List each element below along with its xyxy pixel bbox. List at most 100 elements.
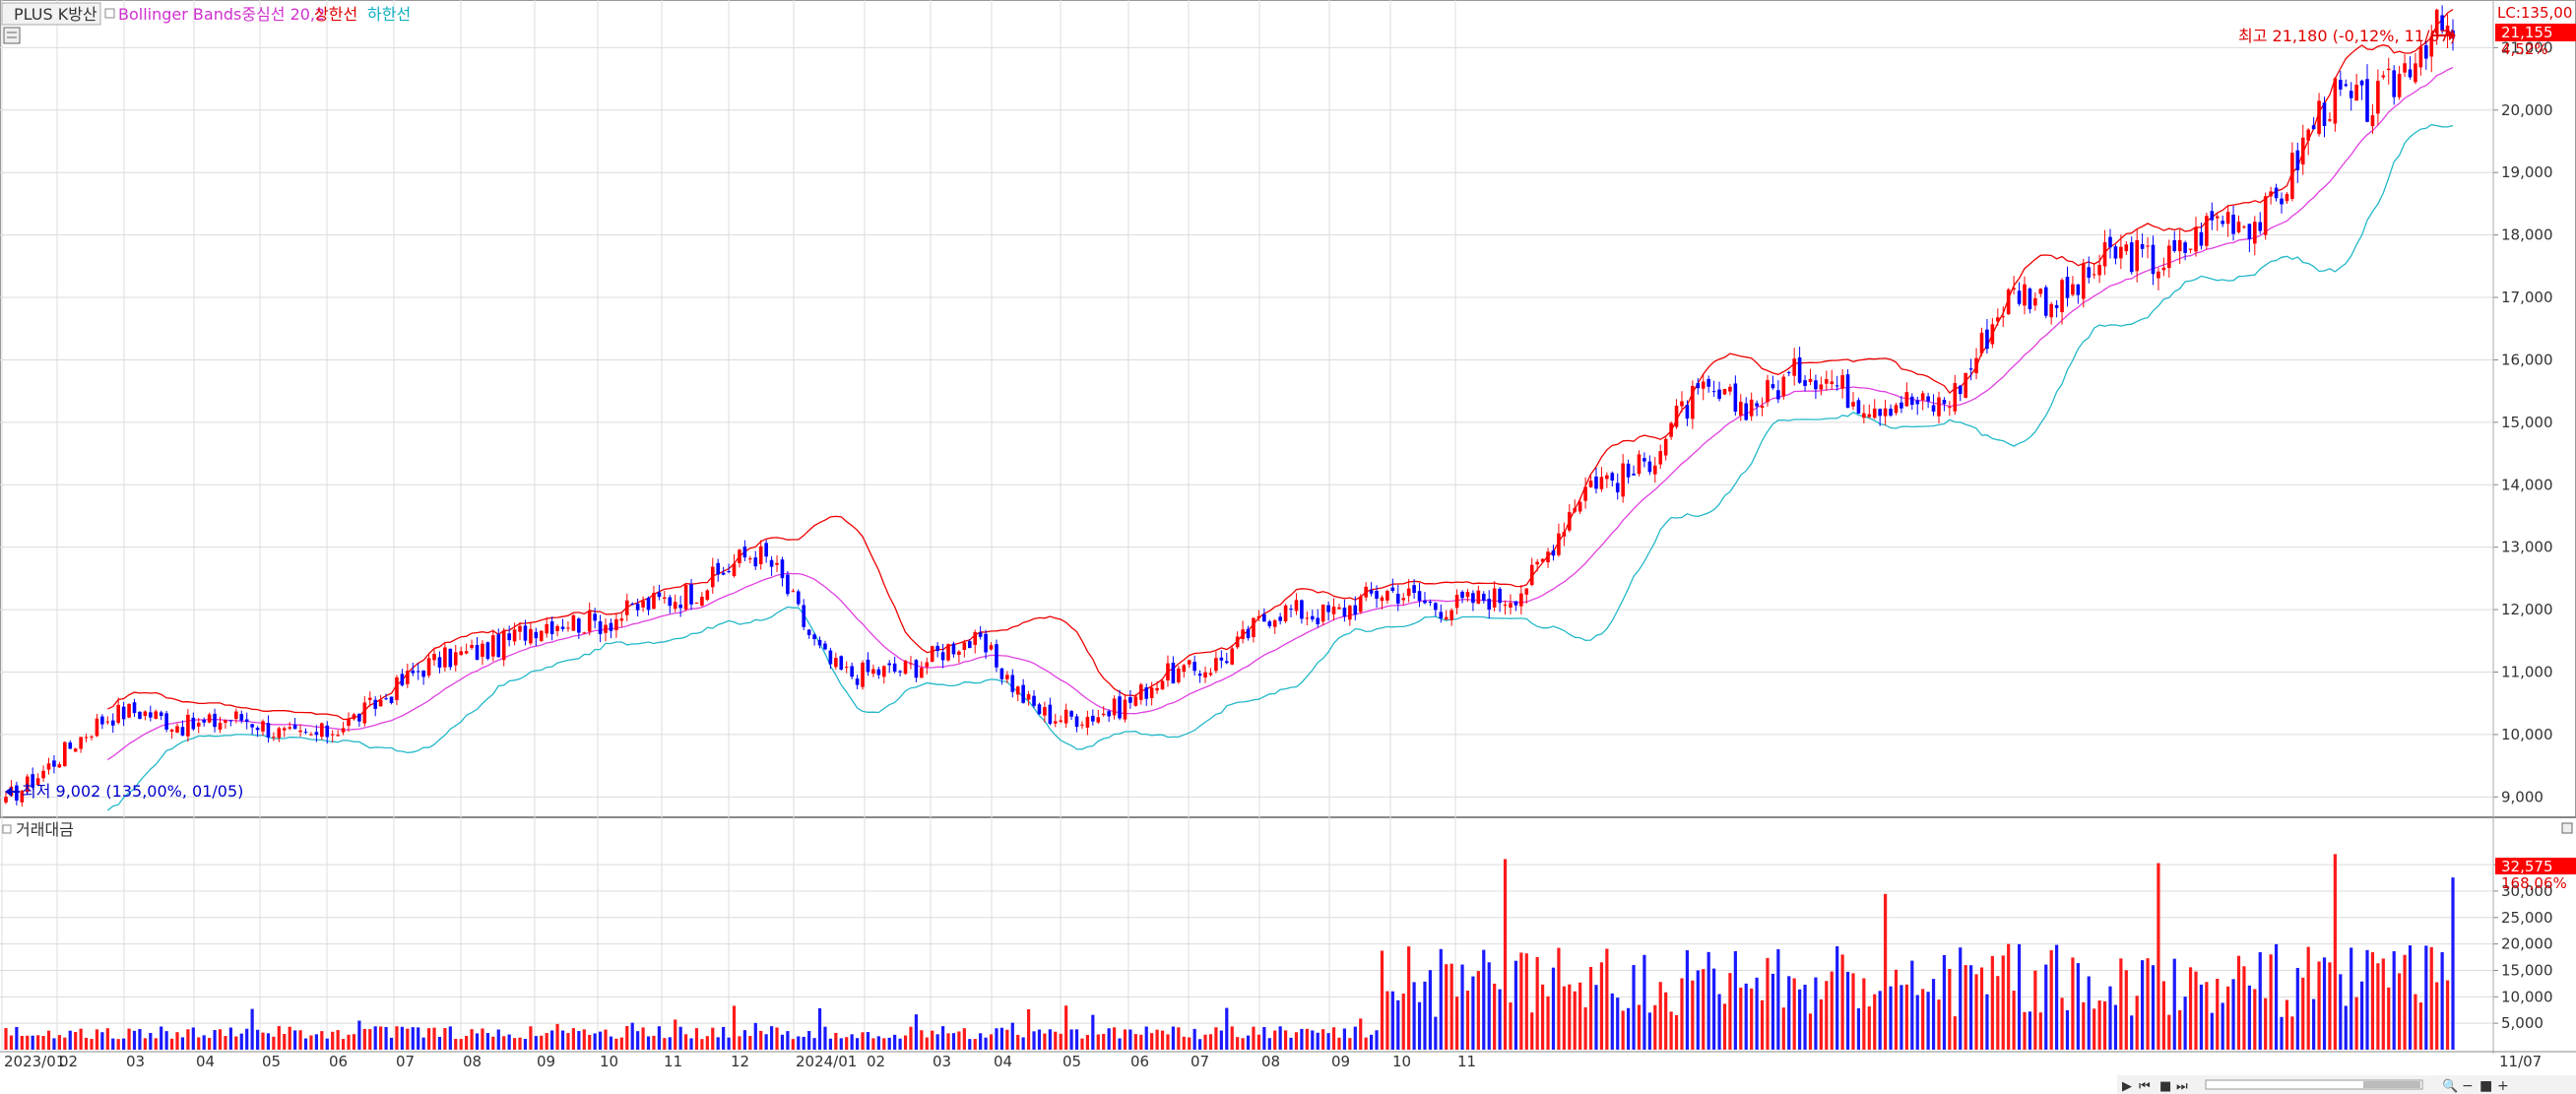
volume-bar [1016,1034,1020,1050]
volume-bar [437,1037,442,1050]
zoom-reset-icon[interactable]: ■ [2479,1078,2492,1094]
volume-bar [1733,950,1737,1050]
volume-bar [2135,996,2139,1050]
volume-bar [1139,1034,1143,1050]
scroll-right-icon[interactable]: ▶ [2122,1079,2132,1094]
candle-body [920,667,924,678]
volume-bar [1208,1034,1213,1050]
candle-body [1230,648,1235,665]
volume-bar [1074,1029,1079,1050]
zoom-out-icon[interactable]: − [2462,1078,2474,1094]
candle-body [716,562,721,575]
fast-forward-icon[interactable]: ⏭ [2176,1079,2188,1094]
volume-title[interactable]: 거래대금 [16,820,74,839]
candle-body [2392,70,2396,97]
volume-bar [331,1031,335,1050]
volume-bar [1658,982,1662,1050]
volume-bar [485,1033,489,1050]
volume-bar [1177,1027,1181,1050]
candle-body [1974,357,1978,374]
candle-body [1241,629,1245,639]
candle-body [2354,85,2358,101]
volume-bar [1766,957,1770,1050]
candle-body [1529,564,1534,586]
candle-body [1305,617,1310,619]
candle-body [1781,376,1786,397]
candle-body [1546,551,1550,563]
volume-bar [823,1026,827,1050]
volume-bar [154,1038,158,1050]
volume-bar [1503,859,1508,1050]
candle-body [1283,605,1288,621]
volume-bar [738,1036,741,1050]
indicator-label[interactable]: Bollinger Bands중심선 20,2 [118,5,325,24]
candle-body [1990,324,1995,345]
candle-body [121,706,126,720]
volume-bar [2350,947,2353,1050]
volume-bar [903,1035,908,1050]
volume-bar [1894,969,1899,1050]
candle-body [314,732,319,736]
candle-body [426,658,431,676]
candle-body [1856,400,1861,415]
candle-body [1101,713,1106,716]
candle-body [930,646,934,662]
candle-body [41,770,45,779]
candle-body [1621,463,1625,497]
volume-bar [389,1037,394,1050]
volume-bar [2285,999,2289,1050]
volume-bar [1460,964,1464,1050]
volume-bar [1353,1026,1357,1050]
candle-body [1026,694,1031,700]
rewind-icon[interactable]: ⏮ [2139,1079,2151,1094]
zoom-icon[interactable]: 🔍 [2442,1077,2458,1094]
candle-body [1337,607,1341,610]
current-change: 4,52% [2501,40,2548,58]
candle-body [2247,224,2252,239]
x-tick-label: 07 [396,1053,415,1070]
candle-body [2221,221,2224,225]
volume-bar [2071,957,2075,1050]
candle-body [2386,68,2391,71]
volume-bar [935,1034,939,1050]
candle-body [1845,374,1850,409]
volume-bar [540,1035,544,1050]
candle-body [1487,598,1492,611]
settings-icon[interactable] [3,27,21,44]
volume-bar [325,1038,329,1050]
instrument-label[interactable]: PLUS K방산 [14,5,97,24]
candle-body [2092,274,2096,276]
volume-bar [2445,980,2450,1050]
candle-body [1674,405,1679,427]
candle-body [1118,696,1122,719]
scrollbar-thumb[interactable] [2363,1081,2420,1088]
candle-body [1707,378,1710,387]
candle-body [582,632,587,634]
zoom-in-icon[interactable]: + [2497,1078,2509,1094]
stop-icon[interactable]: ■ [2159,1079,2171,1094]
scrollbar-track[interactable] [2205,1079,2423,1090]
volume-bar [1471,976,1475,1050]
candle-body [678,605,682,609]
candle-body [1395,594,1400,605]
volume-bar [298,1030,302,1050]
volume-bar [272,1036,276,1050]
candle-body [2344,84,2349,87]
x-tick-label: 08 [463,1053,482,1070]
volume-bar [1599,962,1604,1050]
panel-close-icon[interactable] [2561,822,2573,834]
candle-body [1872,408,1877,418]
instrument-box[interactable] [1,2,101,26]
volume-bar [1396,999,1400,1050]
volume-bar [1616,997,1620,1050]
candle-body [1331,607,1336,614]
volume-bar [2141,960,2145,1050]
volume-bar [683,1034,688,1050]
volume-bar [314,1034,318,1050]
volume-bar [1454,997,1459,1050]
volume-bar [1085,1035,1090,1050]
candle-body [2280,198,2284,205]
x-tick-label: 02 [59,1053,78,1070]
volume-bar [1830,971,1834,1050]
y-tick-label: 19,000 [2501,163,2553,181]
